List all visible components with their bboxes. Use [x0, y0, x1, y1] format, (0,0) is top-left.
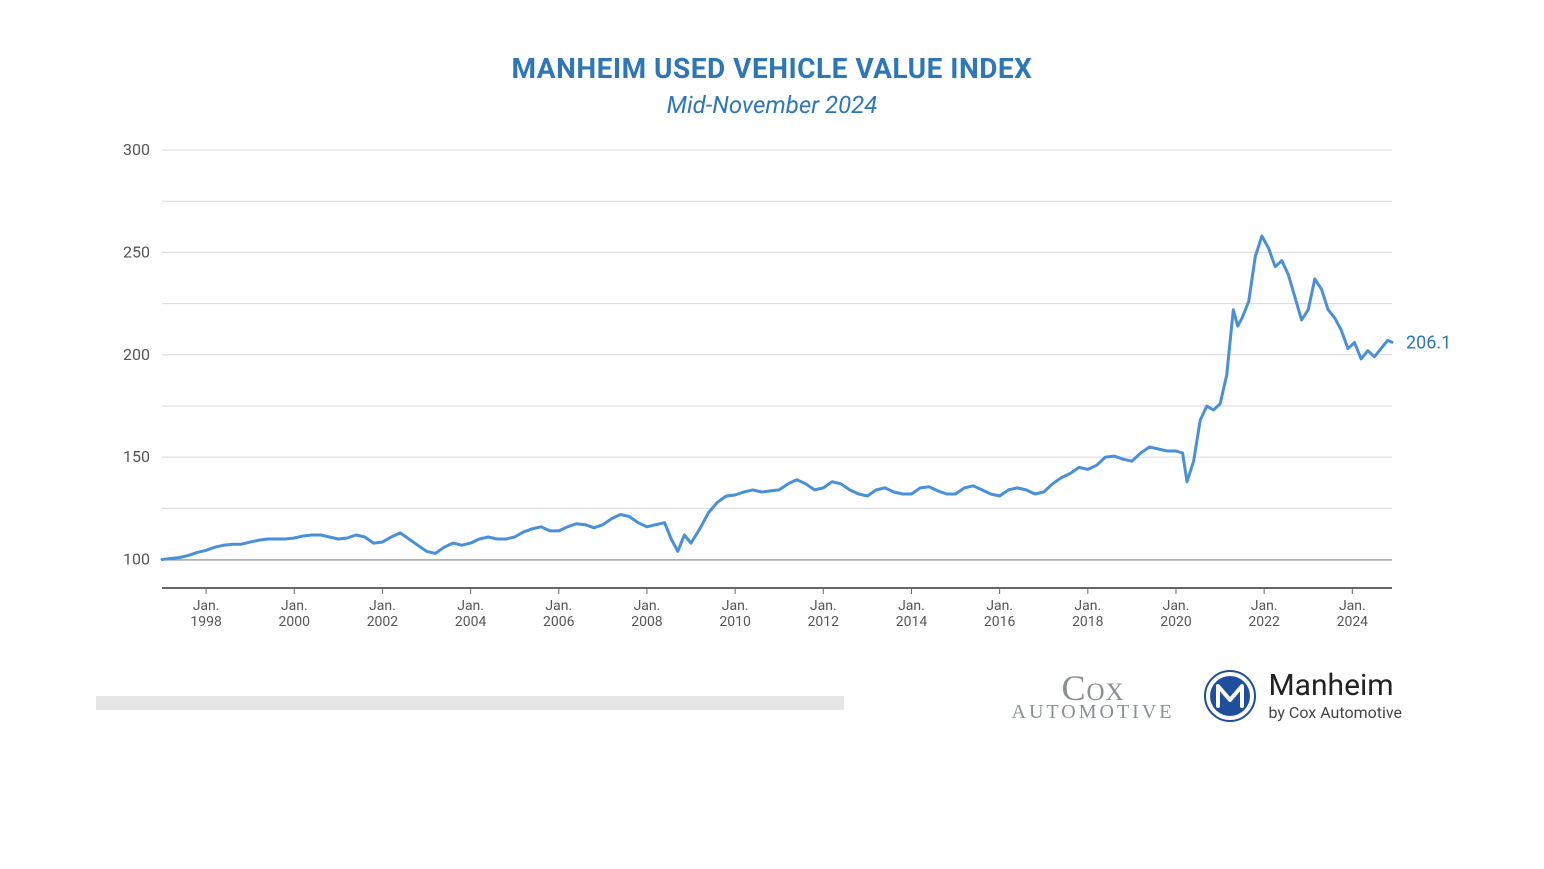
x-tick-label-year: 2002	[367, 614, 399, 630]
x-tick-label-year: 2024	[1337, 614, 1369, 630]
x-tick-label-month: Jan.	[634, 598, 661, 614]
x-tick-label-month: Jan.	[193, 598, 220, 614]
chart-title: MANHEIM USED VEHICLE VALUE INDEX	[0, 52, 1544, 85]
x-tick-label-month: Jan.	[457, 598, 484, 614]
x-tick-label-year: 2018	[1072, 614, 1104, 630]
manheim-logo-text: Manheim by Cox Automotive	[1268, 671, 1402, 722]
title-block: MANHEIM USED VEHICLE VALUE INDEX Mid-Nov…	[0, 52, 1544, 119]
x-tick-label-year: 2010	[719, 614, 751, 630]
x-tick-label-month: Jan.	[1163, 598, 1190, 614]
x-tick-label-month: Jan.	[810, 598, 837, 614]
footer-divider-bar	[96, 696, 844, 710]
manheim-badge-icon	[1204, 670, 1256, 722]
x-tick-label-year: 2022	[1248, 614, 1280, 630]
x-tick-label-year: 2008	[631, 614, 663, 630]
cox-automotive-logo: Cox AUTOMOTIVE	[1012, 670, 1175, 722]
y-tick-label: 100	[123, 550, 150, 569]
x-tick-label-year: 2020	[1160, 614, 1192, 630]
end-value-label: 206.1	[1406, 332, 1451, 353]
x-tick-label-year: 2016	[984, 614, 1016, 630]
y-tick-label: 300	[123, 140, 150, 159]
manheim-logo-line1: Manheim	[1268, 671, 1402, 701]
chart-area: 100150200250300Jan.1998Jan.2000Jan.2002J…	[92, 130, 1482, 640]
chart-subtitle: Mid-November 2024	[0, 91, 1544, 119]
cox-logo-line2: AUTOMOTIVE	[1012, 702, 1175, 722]
y-tick-label: 200	[123, 345, 150, 364]
manheim-logo: Manheim by Cox Automotive	[1204, 670, 1402, 722]
x-tick-label-month: Jan.	[369, 598, 396, 614]
page: MANHEIM USED VEHICLE VALUE INDEX Mid-Nov…	[0, 0, 1544, 869]
x-tick-label-month: Jan.	[1251, 598, 1278, 614]
x-tick-label-year: 1998	[190, 614, 222, 630]
manheim-logo-line2: by Cox Automotive	[1268, 703, 1402, 722]
x-tick-label-month: Jan.	[986, 598, 1013, 614]
x-tick-label-month: Jan.	[1074, 598, 1101, 614]
y-tick-label: 250	[123, 242, 150, 261]
footer: Cox AUTOMOTIVE Manheim by Cox Automotive	[92, 670, 1392, 750]
line-chart: 100150200250300Jan.1998Jan.2000Jan.2002J…	[92, 130, 1482, 640]
y-tick-label: 150	[123, 447, 150, 466]
x-tick-label-year: 2014	[896, 614, 928, 630]
logos-group: Cox AUTOMOTIVE Manheim by Cox Automotive	[1012, 670, 1402, 722]
x-tick-label-year: 2004	[455, 614, 487, 630]
x-tick-label-year: 2000	[279, 614, 311, 630]
x-tick-label-month: Jan.	[722, 598, 749, 614]
x-tick-label-month: Jan.	[545, 598, 572, 614]
x-tick-label-year: 2006	[543, 614, 575, 630]
x-tick-label-year: 2012	[808, 614, 840, 630]
x-tick-label-month: Jan.	[1339, 598, 1366, 614]
index-line	[162, 236, 1392, 560]
x-tick-label-month: Jan.	[281, 598, 308, 614]
x-tick-label-month: Jan.	[898, 598, 925, 614]
